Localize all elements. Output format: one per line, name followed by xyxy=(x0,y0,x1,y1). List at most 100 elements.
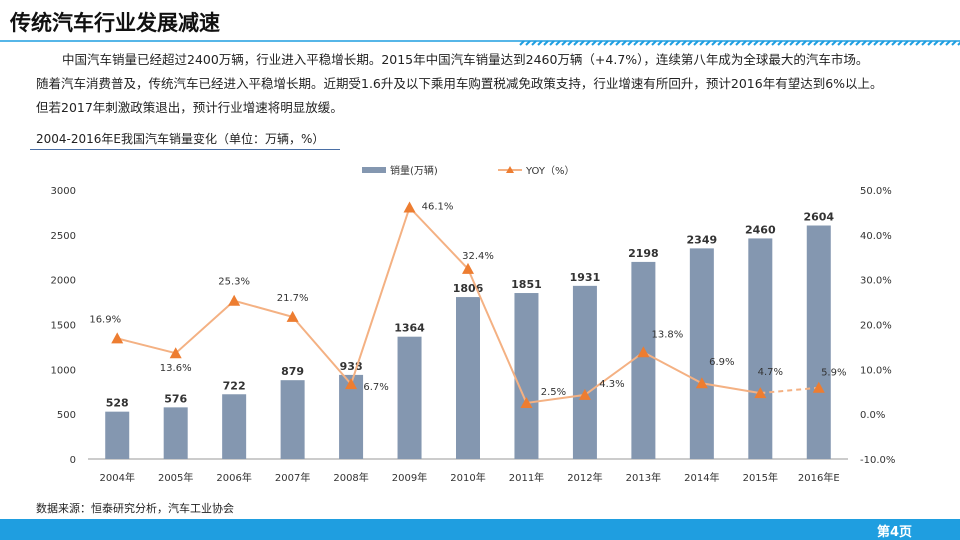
yoy-marker xyxy=(637,346,650,358)
title-rule-stripe xyxy=(615,40,621,46)
yoy-line xyxy=(116,205,761,405)
title-rule-stripe xyxy=(849,40,855,46)
title-rule-stripe xyxy=(855,40,861,46)
x-tick-label: 2016年E xyxy=(798,471,840,484)
title-rule-stripe xyxy=(921,40,927,46)
title-rule-stripe xyxy=(819,40,825,46)
bar xyxy=(806,225,831,459)
title-rule-stripe xyxy=(723,40,729,46)
title-rule-stripe xyxy=(567,40,573,46)
bar xyxy=(514,293,539,459)
title-rule-stripe xyxy=(903,40,909,46)
yoy-value-label: 32.4% xyxy=(462,251,494,262)
title-rule-stripe xyxy=(897,40,903,46)
y-right-tick-label: 30.0% xyxy=(860,276,892,287)
title-rule-stripe xyxy=(621,40,627,46)
title-rule-stripe xyxy=(627,40,633,46)
y-right-tick-label: 0.0% xyxy=(860,410,885,421)
yoy-marker xyxy=(111,332,124,344)
yoy-marker xyxy=(169,347,182,359)
title-rule-stripe xyxy=(549,40,555,46)
title-rule-stripe xyxy=(669,40,675,46)
x-tick-label: 2006年 xyxy=(216,471,251,484)
sales-chart: 0 500 1000 1500 2000 2500 3000 -10.0% 0.0% 10.0% 2… xyxy=(51,164,896,484)
legend-bar-label: 销量(万辆) xyxy=(390,164,438,177)
y-left-tick-label: 2500 xyxy=(51,231,76,242)
title-rule-stripe xyxy=(747,40,753,46)
yoy-value-label: 13.8% xyxy=(651,329,683,340)
x-tick-label: 2011年 xyxy=(509,471,544,484)
title-rule-stripe xyxy=(831,40,837,46)
title-rule-stripe xyxy=(699,40,705,46)
bar xyxy=(689,248,714,459)
title-rule-stripe xyxy=(915,40,921,46)
y-left-tick-label: 1000 xyxy=(51,365,76,376)
x-tick-label: 2015年 xyxy=(743,471,778,484)
x-tick-label: 2010年 xyxy=(450,471,485,484)
yoy-marker xyxy=(286,310,299,322)
title-rule-stripe xyxy=(861,40,867,46)
page-number: 第4页 xyxy=(876,525,912,540)
x-tick-label: 2007年 xyxy=(275,471,310,484)
title-rule-stripe xyxy=(879,40,885,46)
bar xyxy=(397,336,422,459)
y-left-tick-label: 1500 xyxy=(51,321,76,332)
title-rule-stripe xyxy=(765,40,771,46)
intro-paragraph: 中国汽车销量已经超过2400万辆，行业进入平稳增长期。2015年中国汽车销量达到… xyxy=(36,48,941,120)
title-rule-stripe xyxy=(753,40,759,46)
title-rule-stripe xyxy=(711,40,717,46)
x-tick-label: 2012年 xyxy=(567,471,602,484)
title-rule-stripe xyxy=(729,40,735,46)
bar-value-label: 879 xyxy=(281,365,304,378)
title-rule-stripe xyxy=(891,40,897,46)
yoy-marker xyxy=(403,201,416,213)
title-rule-stripe xyxy=(663,40,669,46)
yoy-value-label: 25.3% xyxy=(218,277,250,288)
yoy-value-label: 6.9% xyxy=(709,357,734,368)
title-rule-stripe xyxy=(639,40,645,46)
title-rule-stripe xyxy=(885,40,891,46)
title-rule-stripe xyxy=(873,40,879,46)
title-rule-stripe xyxy=(561,40,567,46)
title-rule-stripe xyxy=(909,40,915,46)
bar xyxy=(456,297,480,459)
title-rule-stripe xyxy=(867,40,873,46)
yoy-value-label: 5.9% xyxy=(821,368,846,379)
title-rule-stripe xyxy=(801,40,807,46)
yoy-marker xyxy=(462,262,474,274)
title-rule-stripe xyxy=(789,40,795,46)
title-rule-stripe xyxy=(633,40,639,46)
yoy-marker xyxy=(345,378,358,390)
intro-line: 随着汽车消费普及，传统汽车已经进入平稳增长期。近期受1.6升及以下乘用车购置税减… xyxy=(36,76,883,91)
bar xyxy=(105,411,130,459)
title-rule-stripe xyxy=(825,40,831,46)
title-rule-stripe xyxy=(693,40,699,46)
x-tick-label: 2004年 xyxy=(100,471,135,484)
x-tick-label: 2005年 xyxy=(158,471,193,484)
yoy-value-label: 4.7% xyxy=(758,367,783,378)
source-note: 数据来源：恒泰研究分析，汽车工业协会 xyxy=(36,502,234,515)
title-rule-stripe xyxy=(933,40,939,46)
title-rule-stripe xyxy=(597,40,603,46)
yoy-marker xyxy=(228,294,241,306)
bar xyxy=(222,394,247,459)
bar xyxy=(163,407,188,459)
title-rule-stripe xyxy=(555,40,561,46)
title-rule-stripe xyxy=(645,40,651,46)
legend-bar-swatch xyxy=(362,167,386,173)
title-rule-stripe xyxy=(783,40,789,46)
bar-value-label: 1931 xyxy=(570,271,601,284)
title-rule-stripe xyxy=(813,40,819,46)
bar-value-label: 2460 xyxy=(745,223,776,236)
title-rule-stripe xyxy=(837,40,843,46)
caption-divider xyxy=(30,149,340,150)
y-right-tick-label: 40.0% xyxy=(860,231,892,242)
yoy-line-forecast xyxy=(760,386,819,395)
bar-value-label: 2198 xyxy=(628,247,659,260)
title-rule-stripe xyxy=(717,40,723,46)
title-rule-stripe xyxy=(651,40,657,46)
title-underline-stripes xyxy=(519,40,960,46)
title-rule-stripe xyxy=(735,40,741,46)
legend-line-label: YOY（%） xyxy=(525,165,575,177)
bar-value-label: 528 xyxy=(106,397,129,410)
